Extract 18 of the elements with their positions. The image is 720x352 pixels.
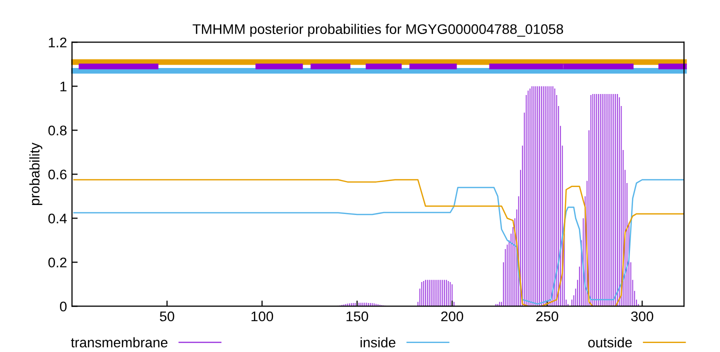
x-tick-label: 200: [441, 311, 464, 322]
y-tick-label: 0.6: [48, 170, 67, 180]
x-tick-label: 150: [346, 311, 368, 322]
y-tick-label: 0: [60, 302, 67, 312]
x-tick-label: 250: [536, 311, 558, 322]
x-tick-label: 50: [160, 311, 174, 322]
x-tick-label: 300: [631, 311, 654, 322]
y-tick-label: 1.2: [48, 38, 66, 48]
y-axis-title: probability: [29, 142, 42, 205]
y-tick-label: 0.8: [48, 126, 67, 136]
chart-title: TMHMM posterior probabilities for MGYG000004788_01058: [192, 24, 564, 37]
y-tick-label: 1: [60, 82, 66, 92]
y-tick-label: 0.2: [48, 258, 66, 268]
legend-label: inside: [360, 337, 396, 348]
x-tick-label: 100: [252, 311, 274, 322]
y-tick-label: 0.4: [48, 214, 67, 224]
legend-label: outside: [588, 337, 632, 348]
legend-label: transmembrane: [70, 337, 168, 348]
